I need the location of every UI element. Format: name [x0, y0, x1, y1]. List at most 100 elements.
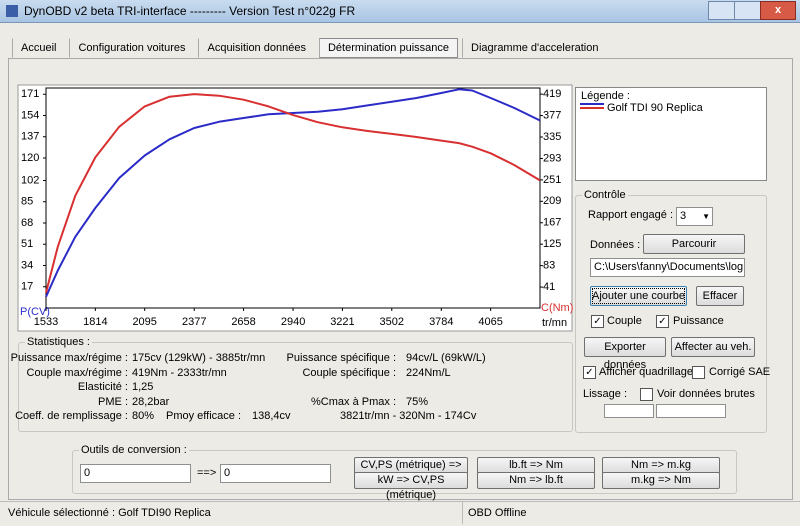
x-tick-label: 2940	[281, 316, 305, 328]
stat-label: Puissance spécifique :	[286, 352, 396, 364]
tab[interactable]: Configuration voitures	[69, 38, 194, 58]
stat-label: Puissance max/régime :	[10, 352, 128, 364]
stat-label: Pmoy efficace :	[166, 410, 241, 422]
raw-checkbox[interactable]	[640, 388, 653, 401]
stat-label: Coeff. de remplissage :	[15, 410, 128, 422]
y2-tick-label: 41	[543, 281, 555, 293]
y2-tick-label: 167	[543, 217, 561, 229]
status-divider	[462, 502, 463, 524]
raw-slider[interactable]	[656, 404, 726, 418]
grid-checkbox[interactable]: ✓	[583, 366, 596, 379]
stat-value: 1,25	[132, 381, 154, 393]
sae-checkbox[interactable]	[692, 366, 705, 379]
y2-tick-label: 209	[543, 195, 561, 207]
gear-select[interactable]: 3 ▼	[676, 207, 713, 226]
maximize-button[interactable]	[734, 1, 761, 20]
y-tick-label: 120	[21, 152, 39, 164]
conversion-output[interactable]: 0	[220, 464, 331, 483]
gear-label: Rapport engagé :	[588, 209, 674, 221]
series-line	[45, 93, 541, 293]
tab-panel	[8, 58, 793, 500]
conversion-input[interactable]: 0	[80, 464, 191, 483]
torque-checkbox[interactable]: ✓	[591, 315, 604, 328]
status-bar: Véhicule sélectionné : Golf TDI90 Replic…	[0, 501, 800, 526]
y-tick-label: 51	[21, 238, 33, 250]
convert-button[interactable]: Nm => lb.ft	[477, 472, 595, 489]
tab[interactable]: Accueil	[12, 38, 65, 58]
y2-tick-label: 125	[543, 238, 561, 250]
window-title: DynOBD v2 beta TRI-interface --------- V…	[24, 4, 356, 18]
tab[interactable]: Acquisition données	[198, 38, 314, 58]
close-button[interactable]: x	[760, 1, 796, 20]
stat-label: Couple spécifique :	[302, 367, 396, 379]
stat-value: 28,2bar	[132, 396, 170, 408]
x-tick-label: 4065	[478, 316, 502, 328]
stat-label: PME :	[98, 396, 128, 408]
gear-value: 3	[680, 210, 687, 222]
tab[interactable]: Détermination puissance	[318, 38, 459, 58]
export-button[interactable]: Exporter données	[584, 337, 666, 371]
legend-box: Légende : Golf TDI 90 Replica	[575, 87, 767, 181]
x-tick-label: 1533	[34, 316, 58, 328]
torque-check-label: Couple	[607, 315, 642, 327]
x-tick-label: 2377	[182, 316, 206, 328]
legend-entry: Golf TDI 90 Replica	[607, 102, 703, 114]
y-tick-label: 154	[21, 109, 39, 121]
y-tick-label: 17	[21, 281, 33, 293]
raw-check-label: Voir données brutes	[657, 388, 755, 400]
stat-value: 3821tr/mn - 320Nm - 174Cv	[340, 410, 477, 422]
tab[interactable]: Diagramme d'acceleration	[462, 38, 607, 58]
y-tick-label: 68	[21, 217, 33, 229]
convert-button[interactable]: CV,PS (métrique) => kW	[354, 457, 468, 486]
data-label: Données :	[590, 239, 641, 251]
clear-button[interactable]: Effacer	[696, 286, 744, 306]
group-title: Contrôle	[582, 189, 628, 201]
legend-title: Légende :	[581, 90, 630, 102]
x-tick-label: 2658	[231, 316, 255, 328]
add-curve-button[interactable]: Ajouter une courbe	[590, 286, 687, 306]
group-title: Outils de conversion :	[79, 444, 189, 456]
status-obd: OBD Offline	[468, 507, 527, 519]
stat-value: 80%	[132, 410, 155, 422]
smoothing-slider[interactable]	[604, 404, 654, 418]
grid-check-label: Afficher quadrillage	[599, 366, 693, 378]
y-axis-label: P(CV)	[20, 306, 50, 318]
convert-button[interactable]: m.kg => Nm	[602, 472, 720, 489]
chart-area	[17, 84, 573, 332]
sae-check-label: Corrigé SAE	[709, 366, 771, 378]
path-input[interactable]: C:\Users\fanny\Documents\log re	[590, 258, 745, 277]
y2-tick-label: 377	[543, 109, 561, 121]
series-line	[45, 88, 541, 298]
power-check-label: Puissance	[673, 315, 724, 327]
x-axis-label: tr/mn	[542, 317, 568, 329]
group-title: Statistiques :	[25, 336, 92, 348]
x-tick-label: 2095	[132, 316, 156, 328]
y2-tick-label: 83	[543, 260, 555, 272]
browse-button[interactable]: Parcourir	[643, 234, 745, 254]
y-tick-label: 34	[21, 259, 33, 271]
smoothing-label: Lissage :	[583, 388, 628, 400]
x-tick-label: 3784	[429, 316, 453, 328]
y2-tick-label: 335	[543, 131, 561, 143]
stat-value: 138,4cv	[252, 410, 291, 422]
convert-button[interactable]: Nm => m.kg	[602, 457, 720, 474]
convert-button[interactable]: kW => CV,PS (métrique)	[354, 472, 468, 501]
x-tick-label: 1814	[83, 316, 107, 328]
x-tick-label: 3221	[330, 316, 354, 328]
legend-swatch	[580, 107, 604, 109]
stat-label: %Cmax à Pmax :	[311, 396, 396, 408]
stat-value: 75%	[406, 396, 429, 408]
stat-value: 224Nm/L	[406, 367, 451, 379]
assign-button[interactable]: Affecter au veh.	[671, 337, 755, 357]
y-tick-label: 171	[21, 88, 39, 100]
y2-axis-label: C(Nm)	[541, 302, 574, 314]
stats-group: Statistiques :	[18, 336, 573, 432]
minimize-button[interactable]	[708, 1, 735, 20]
stat-value: 175cv (129kW) - 3885tr/mn	[132, 352, 266, 364]
power-checkbox[interactable]: ✓	[656, 315, 669, 328]
y-tick-label: 85	[21, 196, 33, 208]
app-icon	[6, 5, 18, 17]
stat-value: 419Nm - 2333tr/mn	[132, 367, 227, 379]
